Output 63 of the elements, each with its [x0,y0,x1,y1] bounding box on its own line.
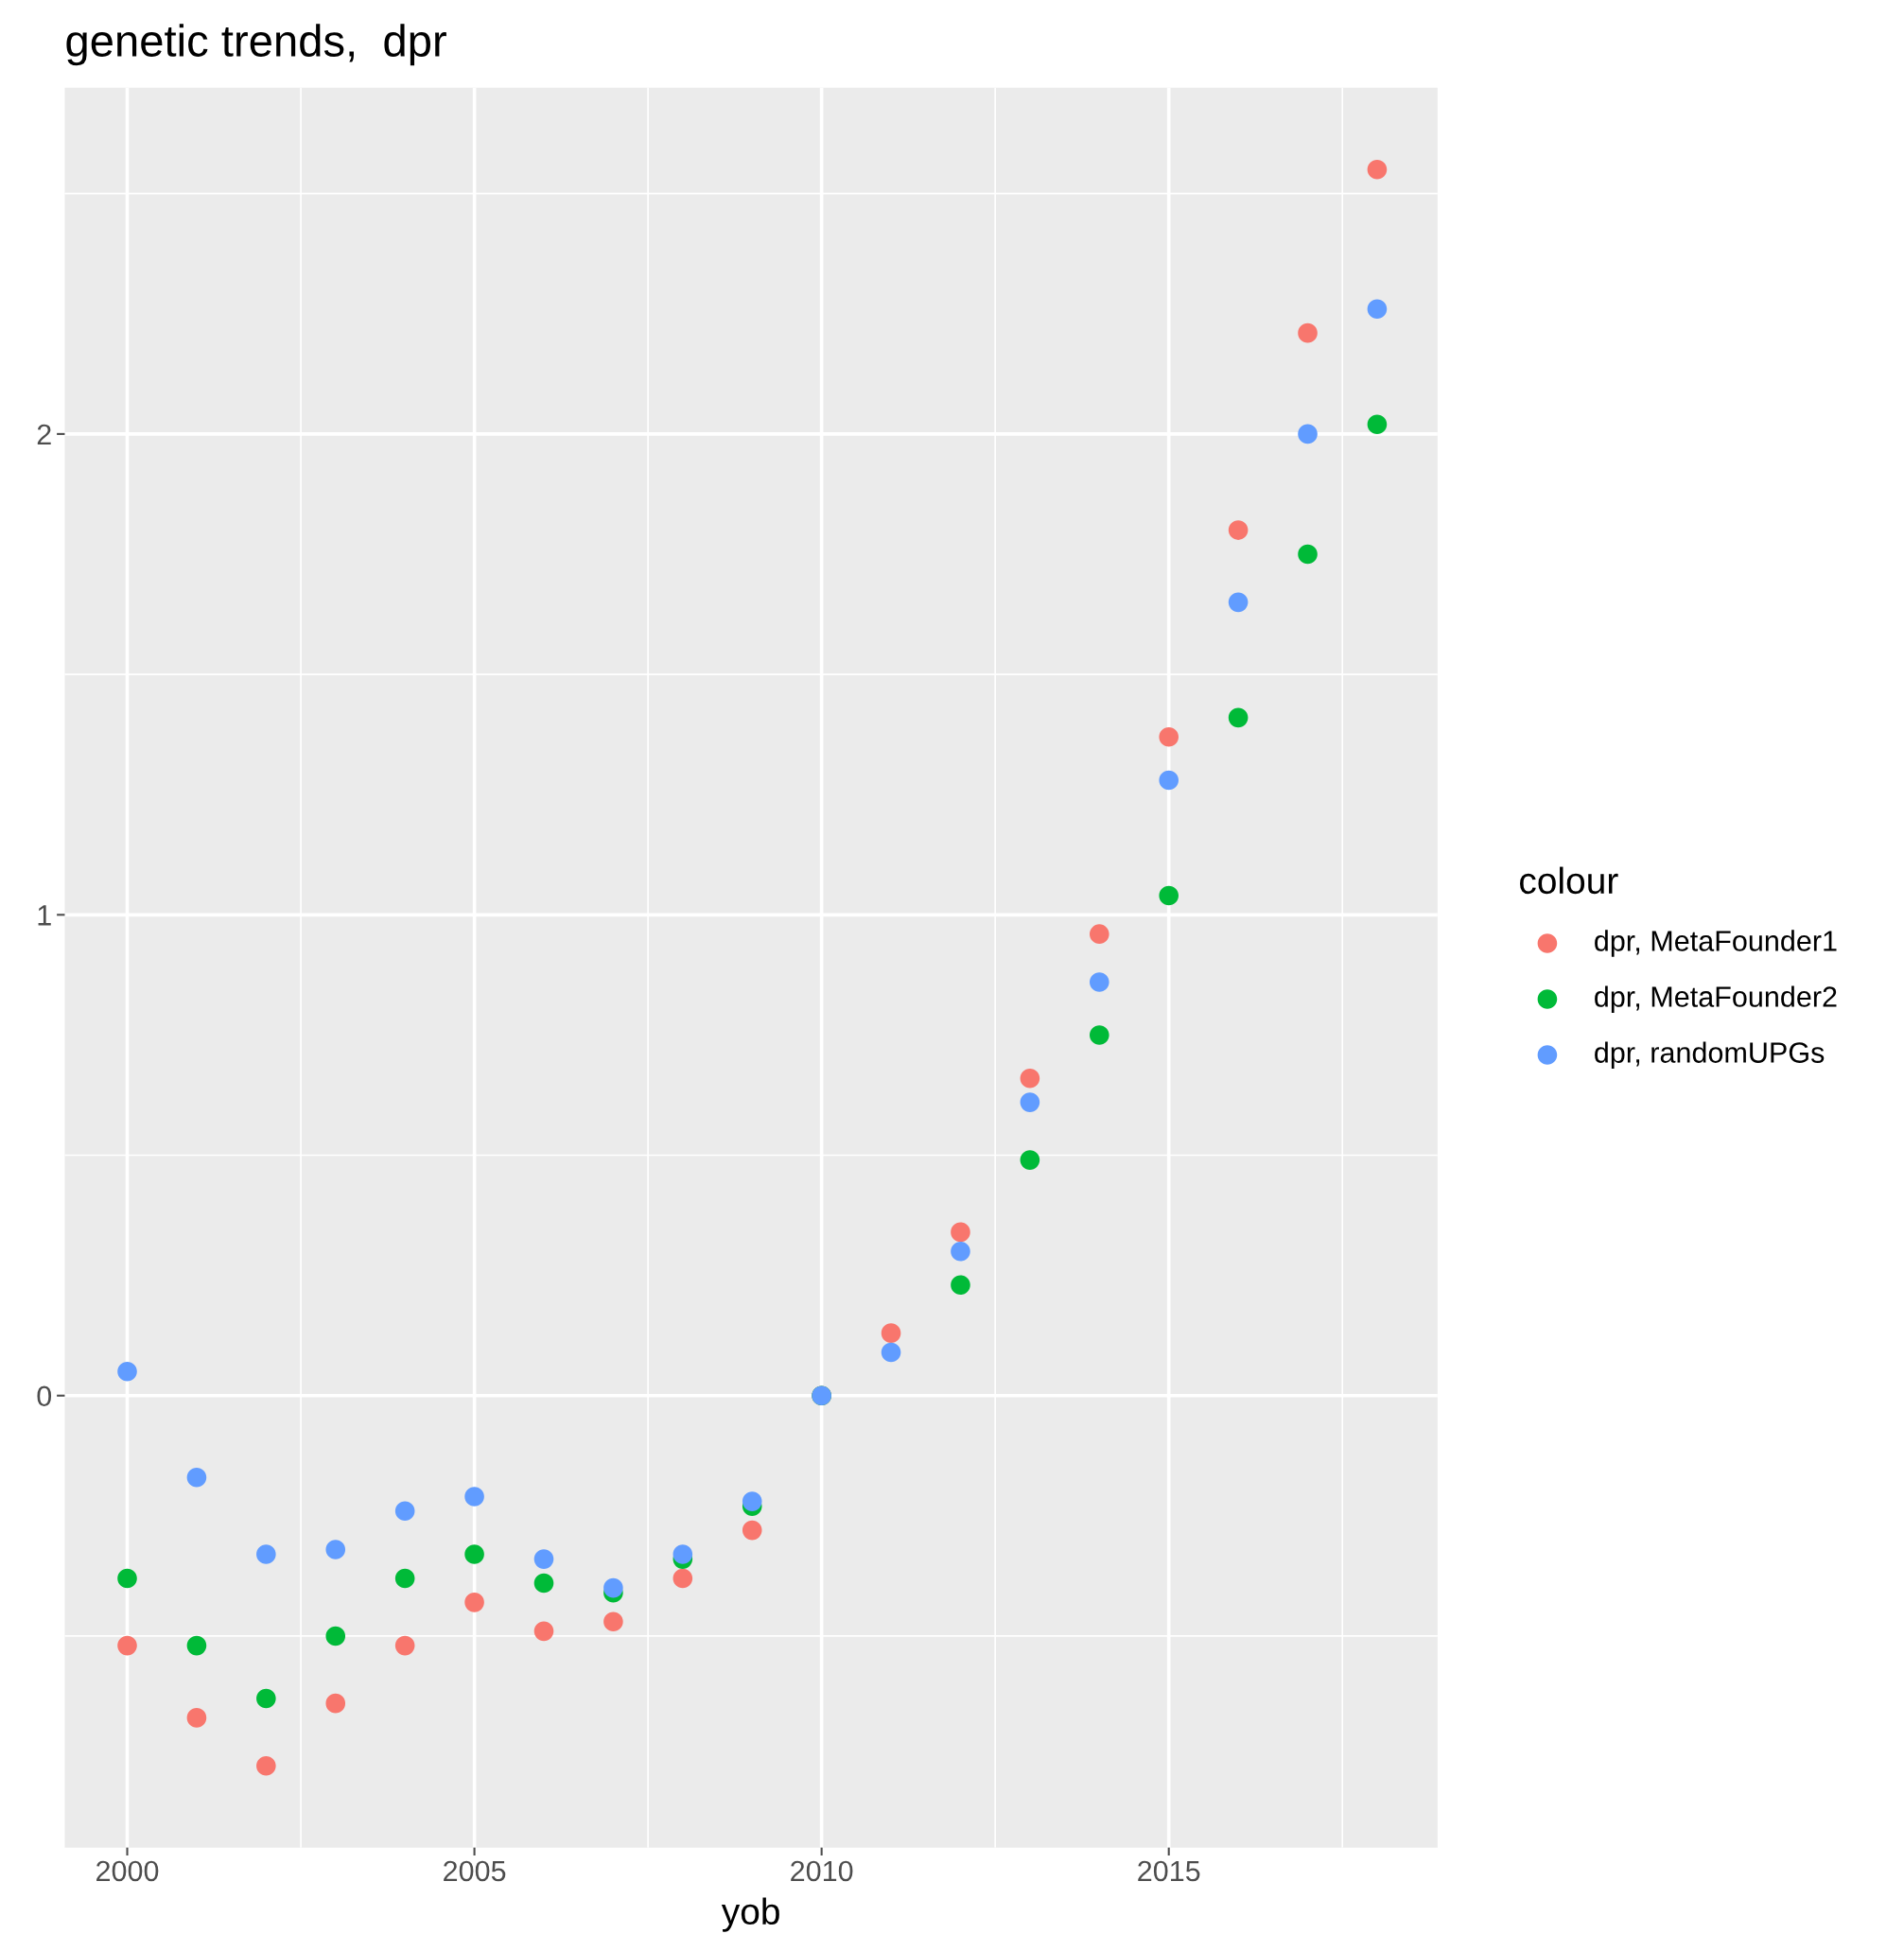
point [1159,726,1179,747]
point [1089,1025,1109,1045]
y-tick-label: 1 [38,905,51,926]
point [1159,885,1179,906]
point [1298,322,1318,343]
x-tick-label: 2000 [96,1860,159,1882]
point [1020,1092,1040,1112]
point [186,1708,207,1728]
point [1228,520,1249,540]
point [1367,159,1388,180]
point [394,1501,415,1522]
point [1228,592,1249,613]
point [464,1544,484,1564]
point [533,1621,554,1642]
point [603,1611,623,1632]
legend-label: dpr, randomUPGs [1595,1041,1825,1069]
point [1020,1150,1040,1170]
point [117,1635,137,1656]
point [186,1467,207,1488]
point [256,1544,276,1564]
point [1367,414,1388,435]
point [464,1593,484,1612]
point [603,1577,623,1598]
point [742,1491,762,1511]
x-axis-title: yob [721,1897,779,1932]
x-tick-label: 2015 [1138,1860,1200,1882]
point [1089,924,1109,944]
point [1367,299,1388,320]
chart-title: genetic trends, dpr [66,24,446,66]
point [742,1520,762,1541]
point [325,1540,346,1559]
point [881,1342,901,1363]
point [1298,424,1318,444]
point [673,1544,693,1564]
point [256,1755,276,1776]
point [117,1362,137,1382]
point [951,1241,970,1262]
point [1228,707,1249,728]
legend-label: dpr, MetaFounder1 [1595,930,1837,957]
point [325,1693,346,1714]
legend-label: dpr, MetaFounder2 [1595,985,1837,1013]
point [464,1487,484,1507]
legend-title: colour [1520,866,1618,895]
x-tick-label: 2010 [791,1860,853,1882]
point [1089,972,1109,992]
y-tick-label: 2 [37,424,51,444]
point [1020,1068,1040,1089]
point [117,1568,137,1589]
y-tick-label: 0 [37,1385,52,1407]
point [673,1568,693,1589]
x-tick-label: 2005 [444,1860,506,1882]
point [186,1635,207,1656]
point [951,1275,970,1296]
point [1298,544,1318,565]
point [256,1688,276,1709]
point [394,1635,415,1656]
point [394,1568,415,1589]
point [951,1222,970,1243]
point [881,1323,901,1343]
point [325,1626,346,1646]
point [533,1573,554,1594]
point [533,1549,554,1569]
point [1159,770,1179,791]
